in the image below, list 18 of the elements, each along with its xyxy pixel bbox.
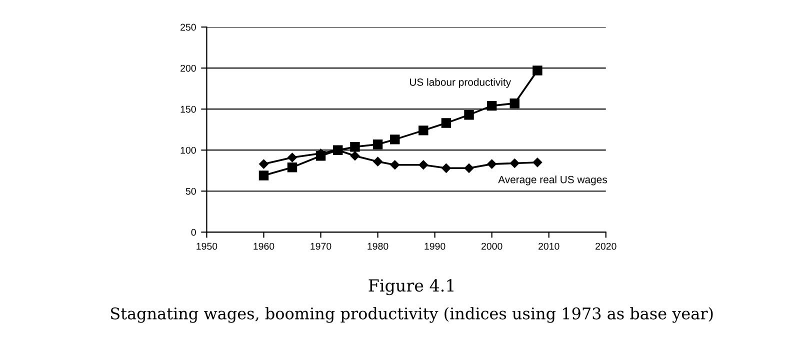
y-tick-label: 0 xyxy=(191,228,196,236)
y-tick-label: 100 xyxy=(180,146,196,154)
x-tick-label: 1990 xyxy=(424,242,446,250)
x-tick-label: 1960 xyxy=(254,242,274,250)
series-label: Average real US wages xyxy=(498,176,607,186)
x-tick-label: 2010 xyxy=(538,242,560,250)
text: Figure 4.1 xyxy=(368,279,454,296)
x-tick-label: 1950 xyxy=(196,242,218,250)
y-tick-label: 150 xyxy=(180,106,196,113)
x-tick-label: 1980 xyxy=(368,242,388,250)
x-tick-label: 2000 xyxy=(482,242,502,250)
x-tick-label: 2020 xyxy=(596,242,616,250)
y-tick-label: 50 xyxy=(186,188,196,195)
x-tick-label: 1970 xyxy=(310,242,332,250)
y-tick-label: 250 xyxy=(180,24,196,31)
y-tick-label: 200 xyxy=(180,64,196,72)
text: Stagnating wages, booming productivity (indices using 1973 as base year) xyxy=(111,307,713,323)
series-label: US labour productivity xyxy=(410,78,512,88)
